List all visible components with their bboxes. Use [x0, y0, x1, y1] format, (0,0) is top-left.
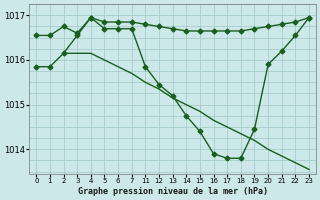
X-axis label: Graphe pression niveau de la mer (hPa): Graphe pression niveau de la mer (hPa)	[78, 187, 268, 196]
